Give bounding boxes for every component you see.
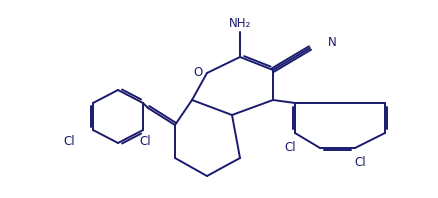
Text: Cl: Cl xyxy=(63,135,75,148)
Text: N: N xyxy=(327,35,336,49)
Text: Cl: Cl xyxy=(283,141,295,154)
Text: O: O xyxy=(193,66,202,78)
Text: NH₂: NH₂ xyxy=(228,17,251,30)
Text: Cl: Cl xyxy=(139,135,151,148)
Text: Cl: Cl xyxy=(353,156,365,169)
